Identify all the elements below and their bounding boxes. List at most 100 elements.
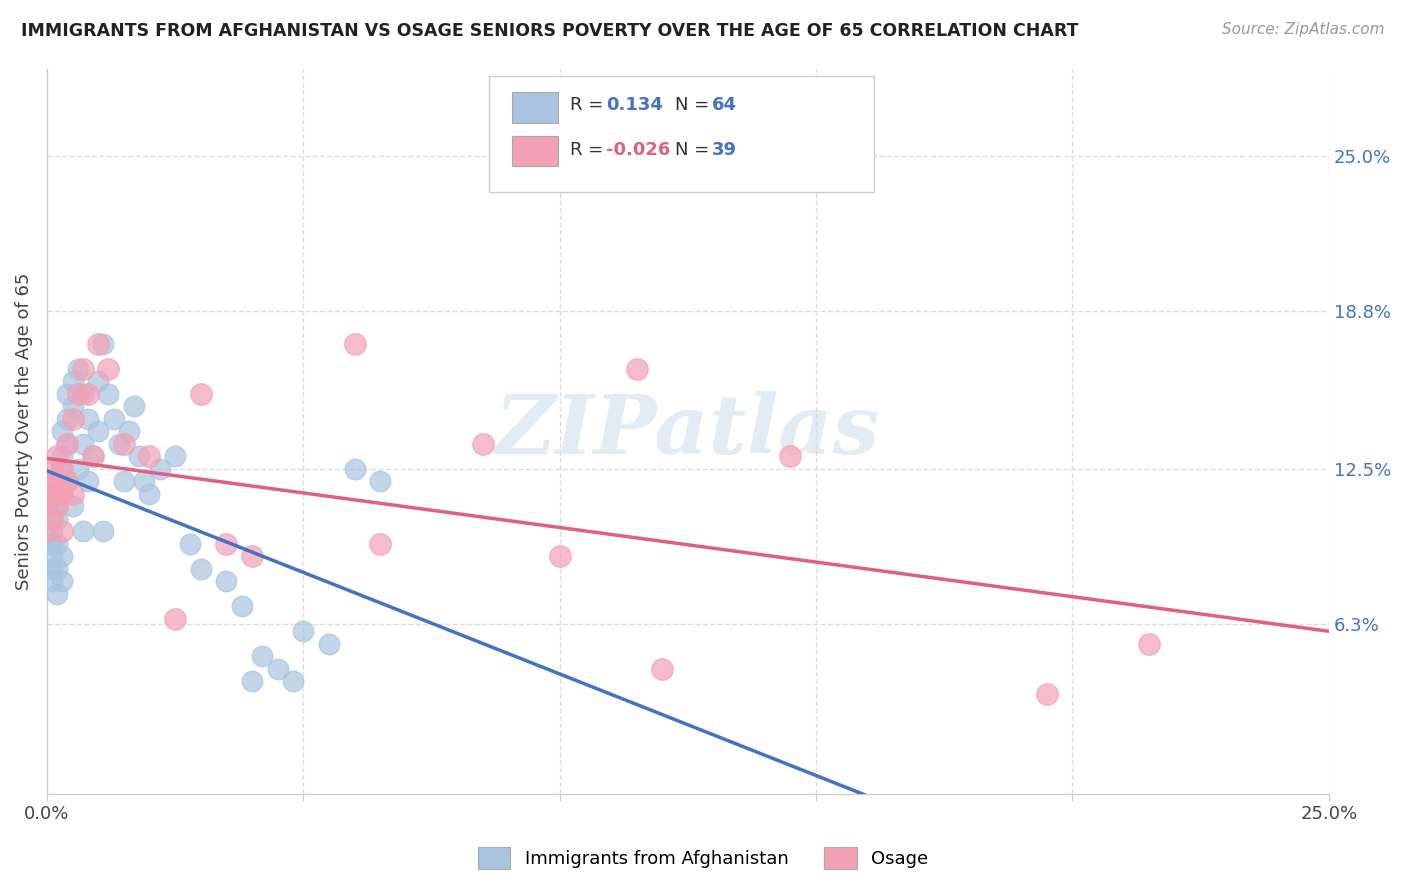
Point	[471, 436, 494, 450]
FancyBboxPatch shape	[489, 76, 873, 192]
Point	[626, 361, 648, 376]
Point	[190, 561, 212, 575]
Point	[72, 386, 94, 401]
Point	[51, 449, 73, 463]
Point	[35, 499, 58, 513]
Point	[41, 511, 63, 525]
Point	[72, 436, 94, 450]
Point	[77, 386, 100, 401]
Point	[87, 374, 110, 388]
Point	[138, 486, 160, 500]
Point	[41, 574, 63, 588]
Point	[97, 361, 120, 376]
Point	[128, 449, 150, 463]
Point	[77, 411, 100, 425]
Point	[46, 486, 69, 500]
Y-axis label: Seniors Poverty Over the Age of 65: Seniors Poverty Over the Age of 65	[15, 272, 32, 590]
Point	[266, 662, 288, 676]
Point	[165, 612, 187, 626]
Point	[190, 386, 212, 401]
Point	[240, 549, 263, 563]
Point	[240, 674, 263, 689]
Text: 0.134: 0.134	[606, 95, 662, 114]
Point	[46, 499, 69, 513]
Text: 39: 39	[713, 141, 737, 159]
Text: R =: R =	[569, 95, 609, 114]
Point	[62, 499, 84, 513]
Point	[51, 424, 73, 438]
Point	[103, 411, 125, 425]
Point	[179, 536, 201, 550]
Text: IMMIGRANTS FROM AFGHANISTAN VS OSAGE SENIORS POVERTY OVER THE AGE OF 65 CORRELAT: IMMIGRANTS FROM AFGHANISTAN VS OSAGE SEN…	[21, 22, 1078, 40]
Point	[51, 549, 73, 563]
Point	[46, 587, 69, 601]
Text: N =: N =	[675, 141, 716, 159]
Point	[112, 474, 135, 488]
Point	[62, 374, 84, 388]
Point	[46, 474, 69, 488]
Point	[41, 536, 63, 550]
Point	[215, 536, 238, 550]
Point	[231, 599, 253, 614]
Point	[51, 461, 73, 475]
Point	[343, 336, 366, 351]
Point	[56, 436, 79, 450]
Text: Source: ZipAtlas.com: Source: ZipAtlas.com	[1222, 22, 1385, 37]
Point	[62, 399, 84, 413]
Point	[35, 486, 58, 500]
Point	[149, 461, 172, 475]
Point	[87, 336, 110, 351]
Point	[46, 536, 69, 550]
Point	[51, 486, 73, 500]
Point	[51, 524, 73, 538]
Point	[779, 449, 801, 463]
Point	[77, 474, 100, 488]
Point	[368, 536, 391, 550]
Point	[292, 624, 315, 639]
Point	[46, 561, 69, 575]
Point	[46, 486, 69, 500]
Point	[41, 474, 63, 488]
Text: 64: 64	[713, 95, 737, 114]
Point	[46, 449, 69, 463]
Point	[134, 474, 156, 488]
Point	[51, 486, 73, 500]
Point	[66, 361, 89, 376]
Legend: Immigrants from Afghanistan, Osage: Immigrants from Afghanistan, Osage	[468, 838, 938, 879]
Point	[56, 386, 79, 401]
Point	[97, 386, 120, 401]
Point	[318, 637, 340, 651]
Text: -0.026: -0.026	[606, 141, 671, 159]
Point	[51, 574, 73, 588]
Point	[51, 461, 73, 475]
Point	[72, 524, 94, 538]
Point	[46, 511, 69, 525]
FancyBboxPatch shape	[512, 93, 558, 123]
Point	[72, 361, 94, 376]
Point	[41, 486, 63, 500]
Point	[41, 461, 63, 475]
Point	[41, 524, 63, 538]
Point	[1036, 687, 1059, 701]
Point	[35, 524, 58, 538]
Point	[41, 549, 63, 563]
Point	[215, 574, 238, 588]
Point	[46, 499, 69, 513]
Point	[35, 486, 58, 500]
Point	[281, 674, 304, 689]
Text: N =: N =	[675, 95, 716, 114]
Point	[343, 461, 366, 475]
Point	[66, 461, 89, 475]
Point	[56, 411, 79, 425]
Point	[107, 436, 129, 450]
Point	[548, 549, 571, 563]
Text: ZIPatlas: ZIPatlas	[495, 391, 880, 471]
Point	[62, 486, 84, 500]
Point	[91, 336, 114, 351]
Point	[82, 449, 104, 463]
Point	[165, 449, 187, 463]
Point	[56, 436, 79, 450]
Point	[56, 474, 79, 488]
Point	[368, 474, 391, 488]
Point	[112, 436, 135, 450]
